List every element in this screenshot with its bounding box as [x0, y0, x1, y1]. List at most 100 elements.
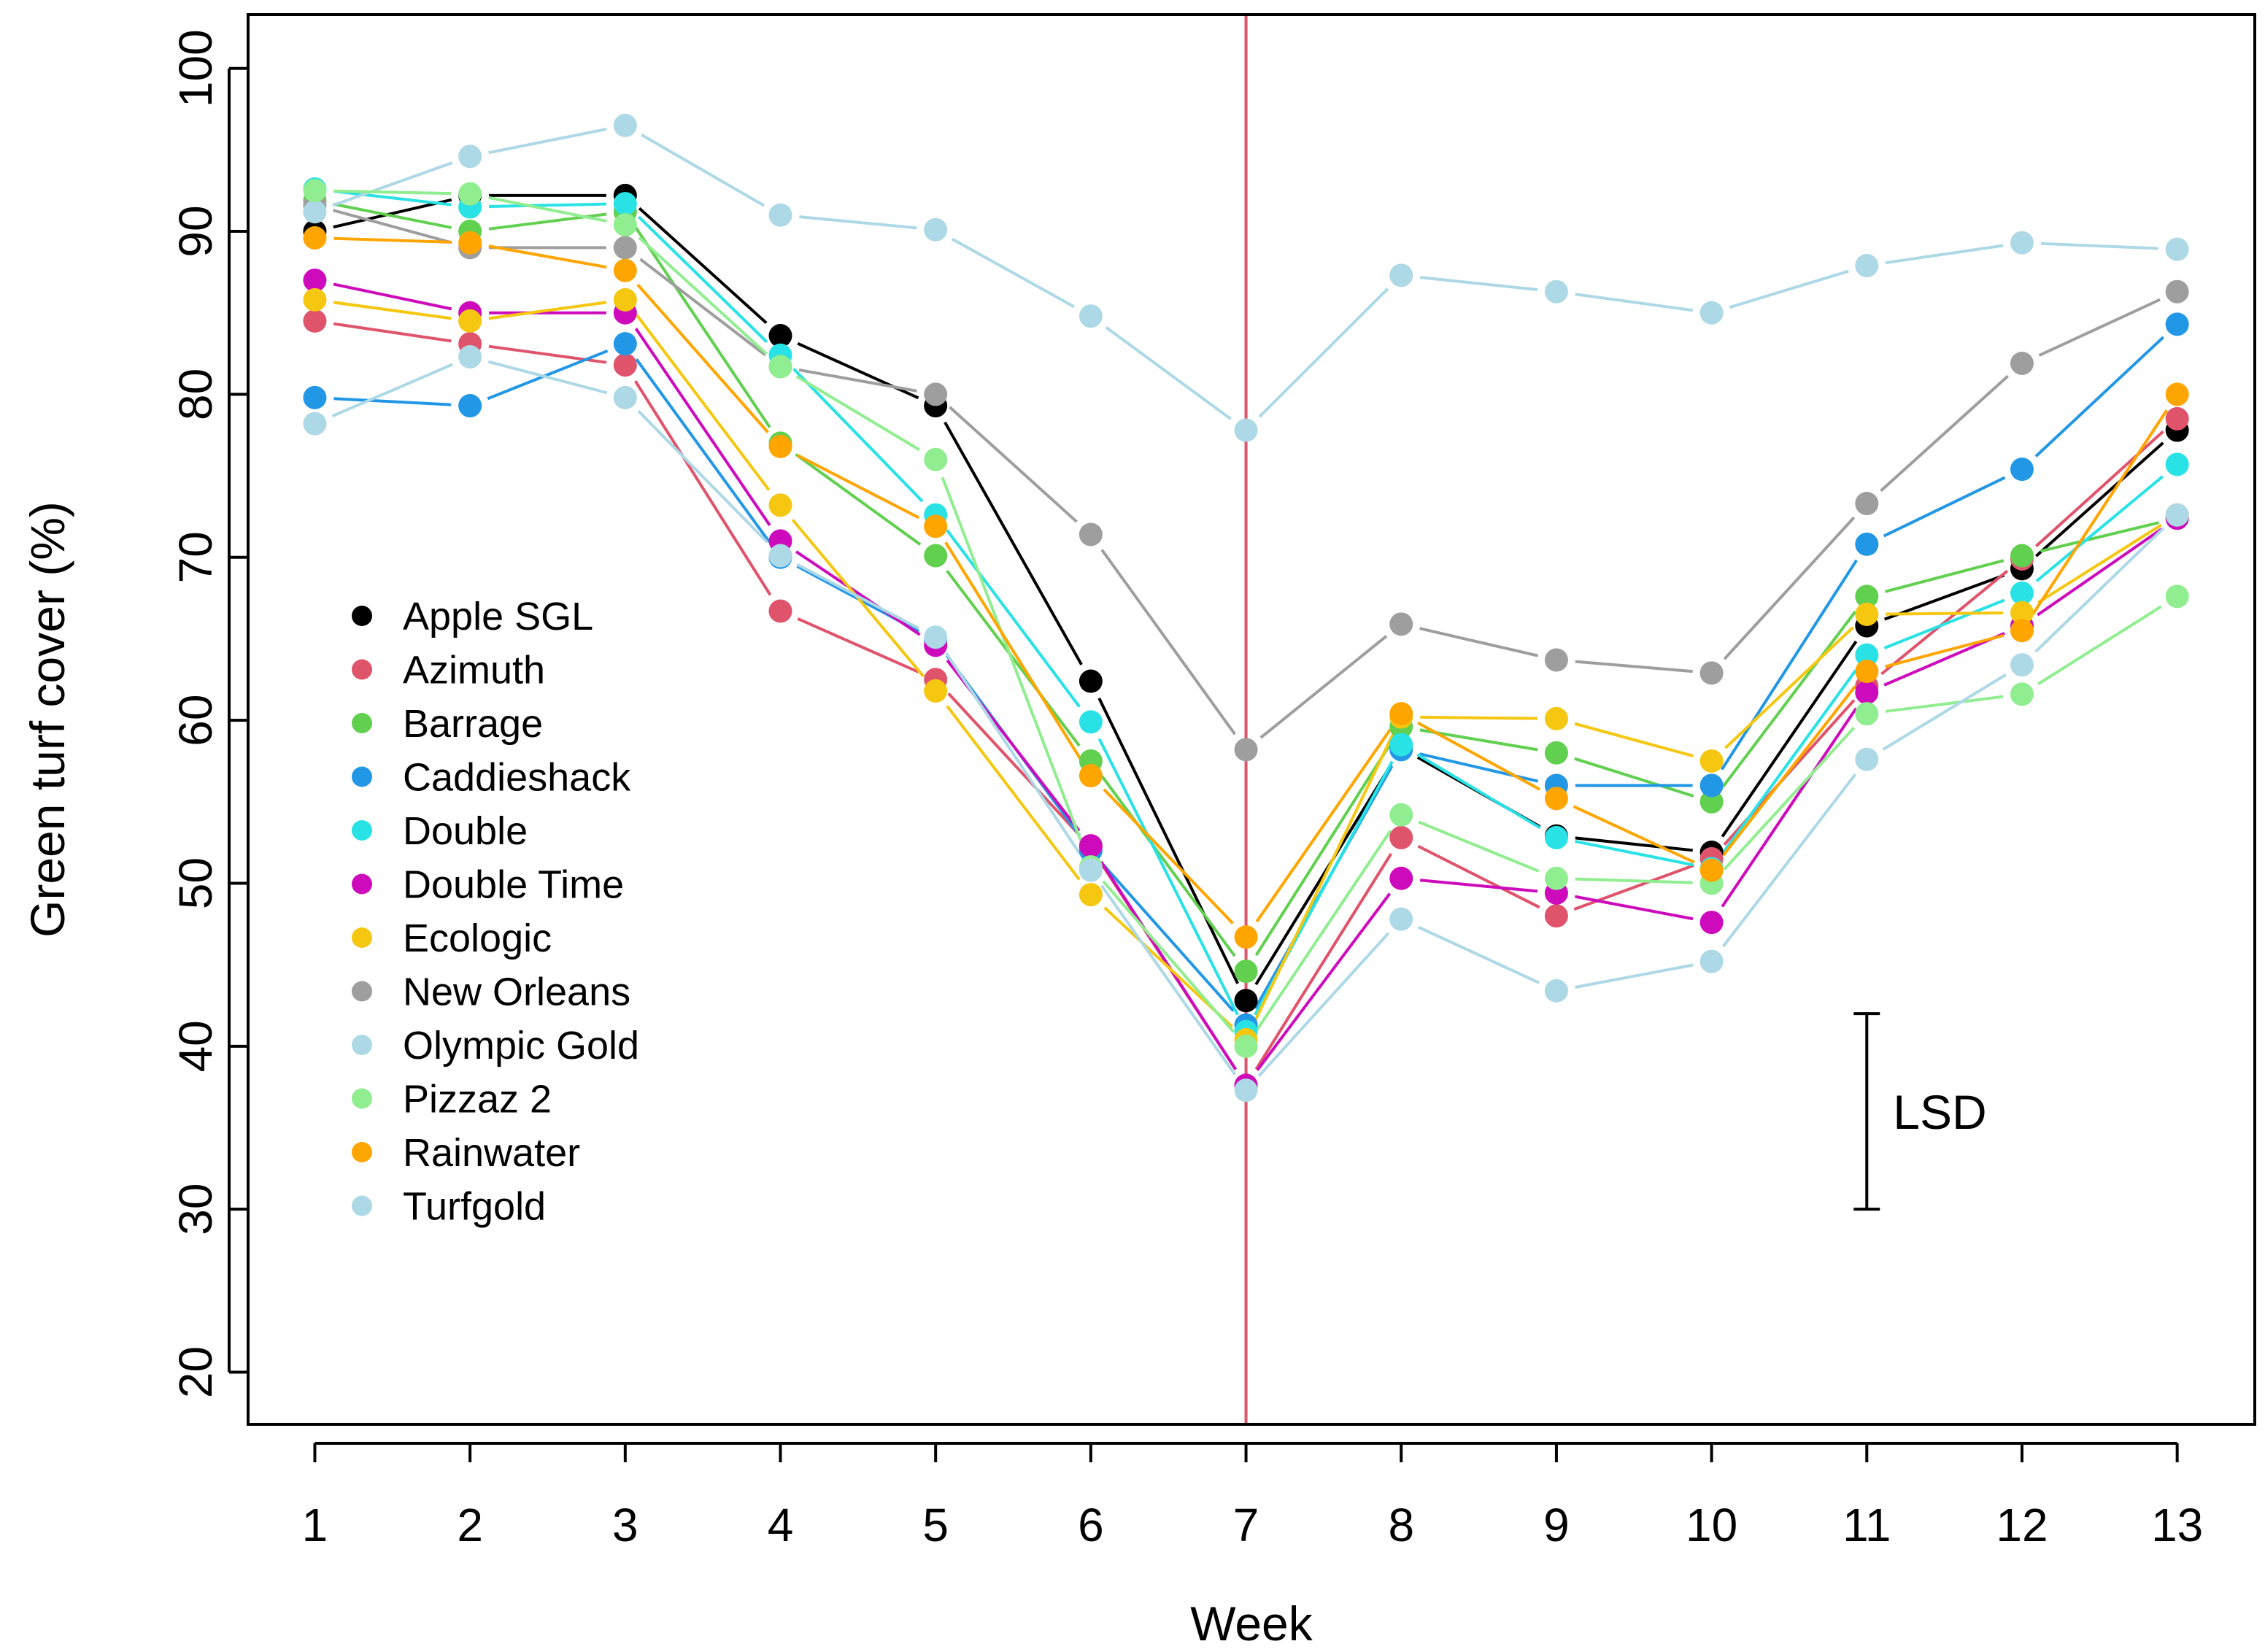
legend-marker [352, 1142, 372, 1162]
series-line-segment [2034, 527, 2165, 653]
data-point [1699, 301, 1724, 325]
series-line-segment [1416, 753, 1541, 830]
series-line-segment [331, 363, 454, 418]
plot-frame [247, 13, 2256, 1426]
data-point [1389, 907, 1413, 931]
y-tick-label: 90 [169, 205, 222, 257]
data-point [2010, 351, 2034, 375]
x-tick-label: 9 [1543, 1499, 1570, 1551]
series-line-segment [951, 237, 1076, 309]
series-line-segment [1255, 830, 1392, 1032]
series-line-segment [1419, 879, 1538, 893]
series-line-segment [636, 283, 769, 433]
x-tick-label: 10 [1686, 1499, 1737, 1551]
series-line-segment [941, 476, 1086, 850]
data-point [1544, 904, 1568, 928]
series-line-segment [488, 244, 607, 269]
x-tick-label: 2 [457, 1499, 483, 1551]
data-point [768, 493, 792, 517]
series-line-segment [2037, 528, 2163, 617]
series-line-segment [1105, 325, 1232, 420]
series-line-segment [1573, 805, 1695, 864]
data-point [1079, 522, 1103, 547]
series-line-segment [641, 134, 765, 207]
data-point [1389, 263, 1413, 287]
legend-marker [352, 713, 372, 733]
series-line-segment [333, 301, 452, 320]
data-point [768, 355, 792, 379]
y-axis: 20 30 40 50 60 70 80 90 100 [169, 29, 248, 1398]
legend-label: Ecologic [403, 916, 552, 960]
legend-label: Turfgold [403, 1185, 546, 1229]
legend-label: New Orleans [403, 970, 630, 1014]
data-point [458, 345, 482, 369]
data-point [2165, 237, 2189, 261]
data-point [1234, 960, 1258, 984]
data-point [1234, 738, 1258, 762]
series-line-segment [947, 692, 1079, 835]
data-point [1855, 492, 1879, 516]
data-point [2010, 653, 2034, 677]
series-line-segment [1256, 892, 1392, 1071]
series-line-segment [1885, 695, 2004, 713]
series-line-segment [946, 705, 1081, 881]
series-line-segment [634, 328, 771, 527]
series-line-segment [1729, 269, 1850, 309]
series-line-segment [333, 198, 452, 229]
series-line-segment [637, 410, 768, 544]
data-point [2010, 619, 2034, 643]
series-line-segment [1254, 741, 1392, 957]
series-line-segment [1886, 611, 2003, 616]
x-axis: 1 2 3 4 5 6 7 8 9 10 11 12 13 [302, 1442, 2203, 1551]
series-line-segment [1575, 895, 1694, 921]
series-line-segment [333, 189, 452, 206]
series-line-segment [333, 397, 452, 406]
data-point [1855, 602, 1879, 626]
data-point [1855, 747, 1879, 771]
series-line-segment [796, 563, 920, 630]
series-line-segment [795, 550, 921, 636]
legend-label: Azimuth [403, 649, 545, 692]
series-line-segment [333, 209, 452, 244]
series-line-segment [1722, 685, 1856, 857]
data-point [303, 200, 327, 224]
data-point [2010, 601, 2034, 625]
data-point [1544, 787, 1568, 811]
series-line-segment [1417, 844, 1540, 909]
x-tick-label: 1 [302, 1499, 328, 1551]
y-tick-label: 70 [169, 531, 222, 583]
series-line-segment [1882, 673, 2007, 751]
data-point [1389, 866, 1413, 890]
legend-label: Apple SGL [403, 595, 593, 638]
series-line-segment [488, 196, 607, 223]
data-point [1234, 925, 1258, 949]
data-point [2165, 584, 2189, 609]
series-line-segment [944, 652, 1082, 856]
x-tick-label: 6 [1078, 1499, 1104, 1551]
data-point [2165, 503, 2189, 527]
series-line-segment [1884, 559, 2004, 593]
series-line-segment [488, 344, 607, 364]
data-point [1079, 883, 1103, 907]
data-point [613, 213, 637, 237]
series-line-segment [1723, 516, 1856, 660]
series-line-segment [949, 406, 1078, 523]
series-line-segment [1259, 635, 1388, 739]
series-line-segment [1417, 721, 1541, 791]
data-point [303, 412, 327, 436]
legend-marker [352, 1035, 372, 1055]
series-line-segment [1884, 574, 2005, 621]
series-line-segment [1100, 884, 1237, 1076]
data-point [1855, 584, 1879, 609]
x-tick-label: 7 [1233, 1499, 1259, 1551]
data-point [613, 192, 637, 216]
series-line-segment [1102, 863, 1235, 1012]
data-point [458, 309, 482, 333]
series-line-segment [1420, 715, 1537, 720]
series-line-segment [333, 282, 452, 311]
x-tick-label: 4 [768, 1499, 794, 1551]
data-point [1699, 661, 1724, 685]
series-line-segment [487, 360, 608, 395]
series-line-segment [1254, 852, 1393, 1070]
series-line-segment [1883, 598, 2005, 649]
